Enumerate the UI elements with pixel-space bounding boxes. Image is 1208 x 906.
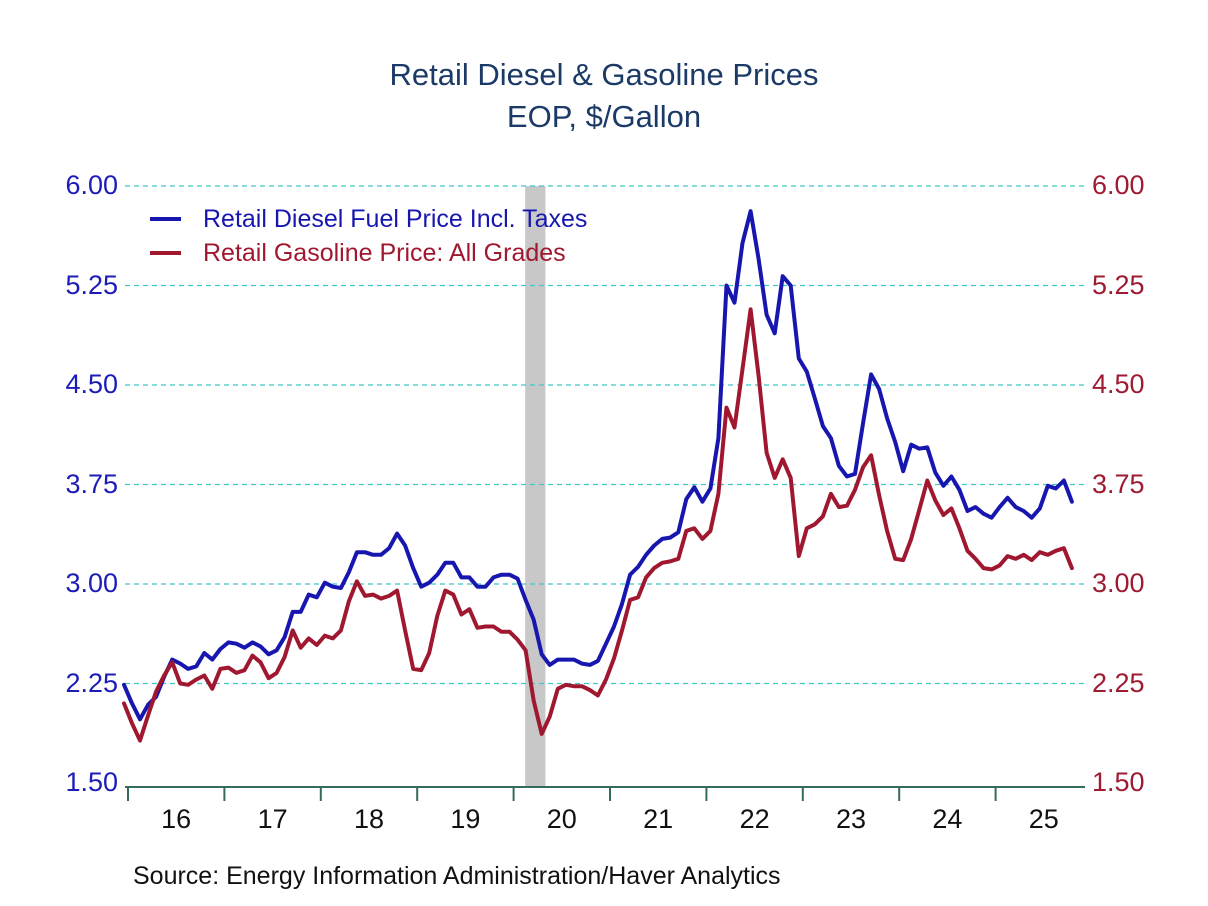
chart-title: Retail Diesel & Gasoline Prices EOP, $/G… (0, 54, 1208, 138)
legend-label-diesel: Retail Diesel Fuel Price Incl. Taxes (203, 204, 588, 233)
x-axis-label: 23 (835, 804, 867, 834)
y-axis-label-left: 3.75 (65, 468, 118, 499)
x-axis-label: 21 (643, 804, 674, 834)
x-axis-label: 18 (353, 804, 385, 834)
x-axis-label: 19 (450, 804, 481, 834)
y-axis-label-left: 2.25 (65, 667, 118, 698)
y-axis-label-left: 6.00 (65, 170, 118, 200)
legend-item-gasoline: Retail Gasoline Price: All Grades (150, 236, 587, 270)
legend-label-gasoline: Retail Gasoline Price: All Grades (203, 238, 566, 267)
gasoline-line-swatch-icon (150, 251, 181, 255)
chart-title-line2: EOP, $/Gallon (506, 99, 702, 134)
x-axis-label: 17 (257, 804, 288, 834)
legend-item-diesel: Retail Diesel Fuel Price Incl. Taxes (150, 202, 587, 236)
x-axis-label: 24 (932, 804, 963, 834)
y-axis-label-right: 5.25 (1092, 269, 1145, 300)
x-axis-label: 25 (1028, 804, 1059, 834)
source-note: Source: Energy Information Administratio… (133, 862, 781, 890)
x-axis-label: 16 (161, 804, 192, 834)
diesel-line (122, 209, 1074, 722)
y-axis-label-right: 2.25 (1092, 667, 1145, 698)
y-axis-label-left: 4.50 (65, 369, 118, 399)
recession-band (525, 186, 546, 787)
gasoline-line (122, 307, 1074, 743)
y-axis-label-right: 3.00 (1092, 568, 1145, 598)
y-axis-label-right: 6.00 (1092, 170, 1145, 200)
y-axis-label-right: 4.50 (1092, 369, 1145, 399)
chart-title-line1: Retail Diesel & Gasoline Prices (389, 57, 819, 92)
y-axis-label-left: 3.00 (65, 568, 118, 598)
y-axis-label-right: 3.75 (1092, 468, 1145, 499)
y-axis-label-left: 1.50 (65, 767, 118, 797)
diesel-line-swatch-icon (150, 217, 181, 221)
y-axis-label-left: 5.25 (65, 269, 118, 300)
x-axis-label: 20 (546, 804, 577, 834)
y-axis-label-right: 1.50 (1092, 767, 1145, 797)
legend: Retail Diesel Fuel Price Incl. Taxes Ret… (150, 202, 587, 270)
x-axis-label: 22 (739, 804, 770, 834)
